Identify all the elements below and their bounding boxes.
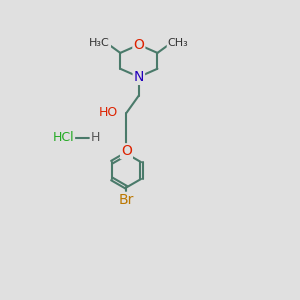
Text: N: N bbox=[134, 70, 144, 84]
Text: O: O bbox=[121, 144, 132, 158]
Text: O: O bbox=[134, 38, 144, 52]
Text: HCl: HCl bbox=[52, 131, 74, 144]
Text: Br: Br bbox=[119, 193, 134, 207]
Text: H: H bbox=[91, 131, 100, 144]
Text: CH₃: CH₃ bbox=[168, 38, 188, 48]
Text: HO: HO bbox=[98, 106, 118, 119]
Text: H₃C: H₃C bbox=[89, 38, 110, 48]
